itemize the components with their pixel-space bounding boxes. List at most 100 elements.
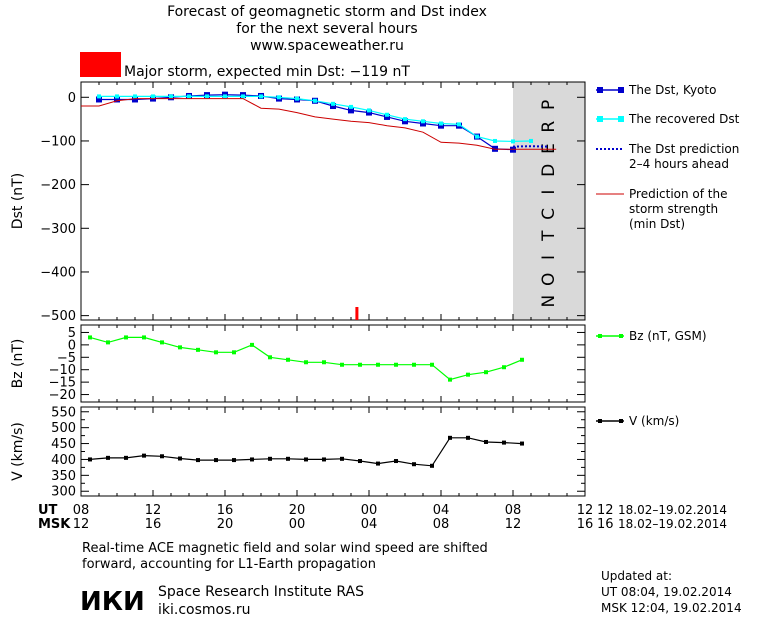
updated-ut: UT 08:04, 19.02.2014	[601, 585, 732, 599]
prediction-label-letter: C	[539, 208, 559, 220]
ut-tick-label: 20	[289, 503, 306, 518]
data-point	[376, 462, 380, 466]
data-point	[367, 108, 371, 112]
data-point	[394, 459, 398, 463]
msk-tick-label: 16	[145, 517, 162, 532]
data-point	[115, 94, 119, 98]
data-point	[349, 105, 353, 109]
data-point	[421, 119, 425, 123]
data-point	[286, 358, 290, 362]
y-tick-label: 500	[51, 421, 76, 436]
y-tick-label: 350	[51, 469, 76, 484]
prediction-label-letter: E	[539, 143, 559, 154]
data-point	[439, 121, 443, 125]
legend-label: The Dst prediction	[628, 142, 739, 156]
msk-tick-label: 04	[361, 517, 378, 532]
legend-marker	[597, 116, 603, 122]
panel-frame	[81, 82, 585, 320]
data-point	[232, 458, 236, 462]
y-tick-label: −100	[40, 134, 76, 149]
data-point	[268, 355, 272, 359]
data-point	[376, 363, 380, 367]
ut-tick-label: 12	[577, 503, 594, 518]
prediction-label-letter: P	[539, 100, 559, 110]
iki-logo: ИКИ	[80, 587, 145, 617]
data-point	[277, 95, 281, 99]
footnote-line: Real-time ACE magnetic field and solar w…	[82, 541, 488, 556]
y-tick-label: −400	[40, 265, 76, 280]
series-line	[99, 95, 513, 150]
data-point	[385, 113, 389, 117]
data-point	[511, 139, 515, 143]
ut-tick-label: 00	[361, 503, 378, 518]
storm-time-marker	[355, 307, 358, 320]
ut-tick-label: 04	[433, 503, 450, 518]
ut-tick-label: 08	[73, 503, 90, 518]
series-line	[90, 337, 522, 379]
y-tick-label: 450	[51, 437, 76, 452]
data-point	[331, 102, 335, 106]
prediction-label-letter: O	[539, 273, 559, 286]
data-point	[403, 117, 407, 121]
data-point	[133, 94, 137, 98]
data-point	[187, 94, 191, 98]
y-tick-label: −20	[49, 388, 76, 403]
data-point	[196, 458, 200, 462]
ut-tick-label: 12	[597, 503, 614, 518]
legend-marker	[598, 419, 602, 423]
data-point	[250, 343, 254, 347]
data-point	[313, 99, 317, 103]
updated-title: Updated at:	[601, 569, 672, 583]
data-point	[151, 94, 155, 98]
data-point	[502, 441, 506, 445]
legend-label: Bz (nT, GSM)	[629, 329, 707, 343]
prediction-label-letter: R	[539, 121, 559, 133]
data-point	[169, 94, 173, 98]
prediction-label-letter: D	[539, 164, 559, 177]
series-line	[90, 438, 522, 466]
data-point	[241, 94, 245, 98]
msk-tick-label: 08	[433, 517, 450, 532]
data-point	[160, 340, 164, 344]
title-line: www.spaceweather.ru	[250, 38, 404, 54]
data-point	[286, 457, 290, 461]
data-point	[466, 373, 470, 377]
msk-tick-label: 20	[217, 517, 234, 532]
data-point	[520, 442, 524, 446]
data-point	[430, 363, 434, 367]
legend-marker	[618, 87, 624, 93]
y-tick-label: −300	[40, 222, 76, 237]
legend-label: 2–4 hours ahead	[629, 157, 729, 171]
data-point	[106, 340, 110, 344]
ut-tick-label: 08	[505, 503, 522, 518]
data-point	[223, 94, 227, 98]
data-point	[448, 436, 452, 440]
data-point	[502, 365, 506, 369]
ut-tick-label: 16	[217, 503, 234, 518]
data-point	[340, 457, 344, 461]
data-point	[358, 459, 362, 463]
data-point	[259, 94, 263, 98]
data-point	[475, 135, 479, 139]
msk-axis-label: MSK	[38, 517, 71, 532]
y-tick-label: 400	[51, 453, 76, 468]
data-point	[214, 350, 218, 354]
data-point	[529, 139, 533, 143]
legend-label: Prediction of the	[629, 187, 728, 201]
msk-tick-label: 16	[577, 517, 594, 532]
prediction-label-letter: I	[539, 190, 559, 195]
data-point	[304, 457, 308, 461]
y-tick-label: −500	[40, 309, 76, 324]
y-tick-label: 300	[51, 485, 76, 500]
institute-site: iki.cosmos.ru	[158, 602, 250, 618]
data-point	[304, 360, 308, 364]
updated-msk: MSK 12:04, 19.02.2014	[601, 601, 742, 615]
data-point	[88, 457, 92, 461]
prediction-label-letter: I	[539, 255, 559, 260]
legend-label: (min Dst)	[629, 217, 685, 231]
legend-marker	[619, 419, 623, 423]
data-point	[88, 335, 92, 339]
data-point	[520, 358, 524, 362]
data-point	[295, 97, 299, 101]
data-point	[322, 360, 326, 364]
